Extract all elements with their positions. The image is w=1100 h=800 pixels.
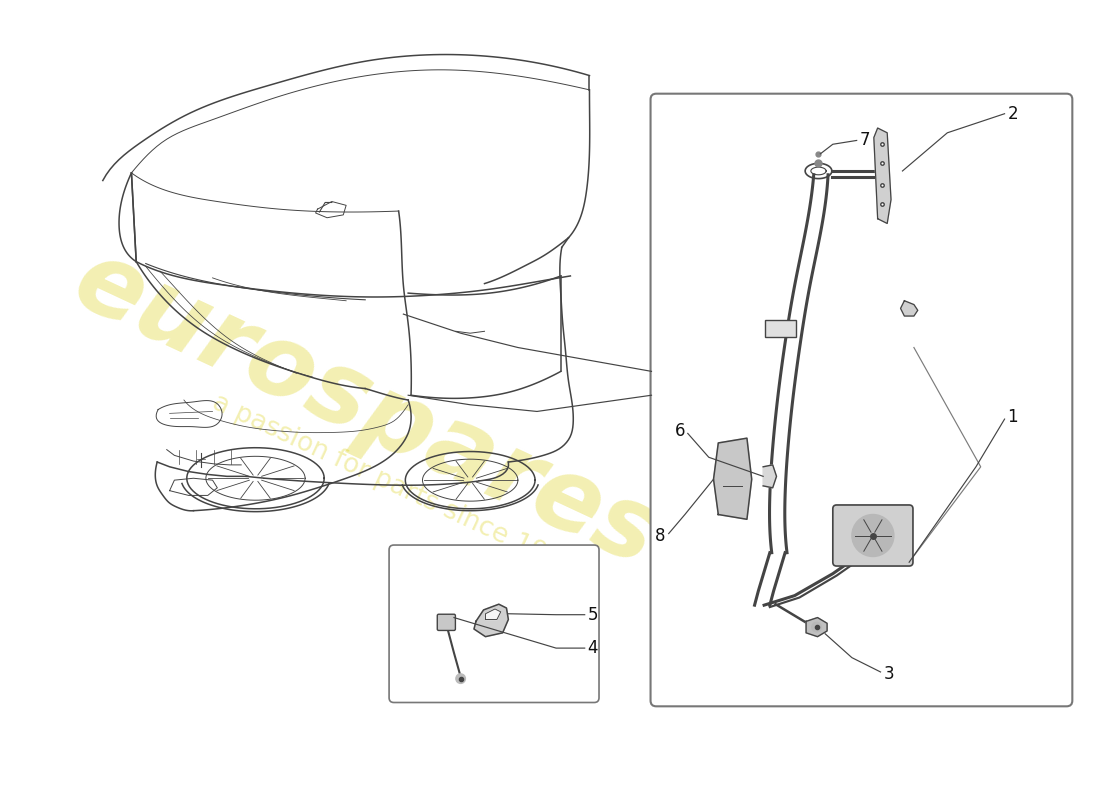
Text: 8: 8 [656, 526, 666, 545]
Polygon shape [763, 465, 777, 488]
Polygon shape [474, 604, 508, 637]
Text: a passion for parts since 1985: a passion for parts since 1985 [208, 390, 580, 582]
FancyBboxPatch shape [833, 505, 913, 566]
Circle shape [455, 674, 465, 683]
Polygon shape [901, 301, 917, 316]
Circle shape [812, 622, 822, 632]
Text: 5: 5 [587, 606, 598, 624]
FancyBboxPatch shape [650, 94, 1072, 706]
FancyBboxPatch shape [438, 614, 455, 630]
Circle shape [851, 514, 894, 557]
Text: 6: 6 [674, 422, 685, 439]
Text: 2: 2 [1008, 105, 1019, 122]
Text: 3: 3 [883, 665, 894, 683]
Polygon shape [714, 438, 751, 519]
FancyBboxPatch shape [766, 320, 795, 337]
Text: 1: 1 [1008, 408, 1019, 426]
Text: 4: 4 [587, 639, 598, 657]
Polygon shape [485, 609, 501, 619]
Text: eurospares: eurospares [58, 232, 672, 587]
Text: 7: 7 [859, 131, 870, 150]
FancyBboxPatch shape [389, 545, 600, 702]
Polygon shape [806, 618, 827, 637]
Polygon shape [873, 128, 891, 223]
